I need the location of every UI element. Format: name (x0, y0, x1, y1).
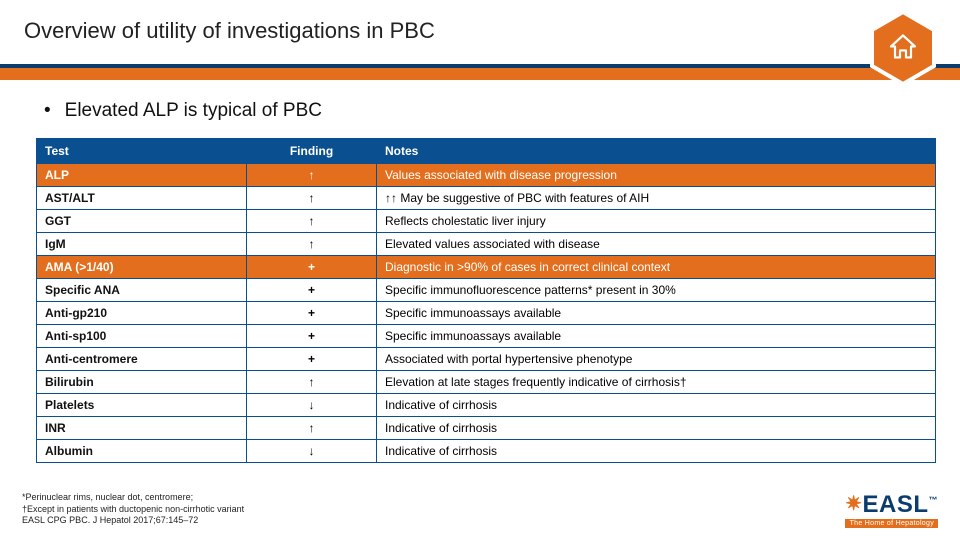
cell-notes: Values associated with disease progressi… (377, 164, 936, 187)
cell-notes: Diagnostic in >90% of cases in correct c… (377, 256, 936, 279)
cell-finding: ↑ (247, 164, 377, 187)
footnote-line: EASL CPG PBC. J Hepatol 2017;67:145–72 (22, 515, 244, 526)
investigations-table: Test Finding Notes ALP↑Values associated… (36, 138, 936, 463)
content-area: Elevated ALP is typical of PBC Test Find… (0, 80, 960, 463)
table-row: IgM↑Elevated values associated with dise… (37, 233, 936, 256)
col-header-test: Test (37, 139, 247, 164)
cell-finding: ↑ (247, 210, 377, 233)
cell-notes: Specific immunoassays available (377, 302, 936, 325)
table-row: Albumin↓Indicative of cirrhosis (37, 440, 936, 463)
table-row: Specific ANA+Specific immunofluorescence… (37, 279, 936, 302)
cell-finding: + (247, 325, 377, 348)
cell-finding: ↓ (247, 440, 377, 463)
cell-notes: Elevated values associated with disease (377, 233, 936, 256)
cell-test: GGT (37, 210, 247, 233)
cell-finding: ↑ (247, 233, 377, 256)
table-row: Anti-sp100+Specific immunoassays availab… (37, 325, 936, 348)
cell-test: AST/ALT (37, 187, 247, 210)
cell-notes: Indicative of cirrhosis (377, 417, 936, 440)
table-row: ALP↑Values associated with disease progr… (37, 164, 936, 187)
easl-logo: ✷EASL™ The Home of Hepatology (845, 491, 938, 528)
cell-test: ALP (37, 164, 247, 187)
logo-subtitle: The Home of Hepatology (845, 519, 938, 528)
cell-finding: + (247, 279, 377, 302)
cell-test: Albumin (37, 440, 247, 463)
cell-finding: ↑ (247, 187, 377, 210)
table-row: Anti-centromere+Associated with portal h… (37, 348, 936, 371)
cell-finding: + (247, 256, 377, 279)
cell-finding: + (247, 302, 377, 325)
table-row: AMA (>1/40)+Diagnostic in >90% of cases … (37, 256, 936, 279)
cell-test: Anti-gp210 (37, 302, 247, 325)
col-header-notes: Notes (377, 139, 936, 164)
logo-brand: ✷EASL™ (845, 491, 938, 519)
logo-text: EASL (862, 491, 928, 518)
cell-notes: Reflects cholestatic liver injury (377, 210, 936, 233)
table-row: Platelets↓Indicative of cirrhosis (37, 394, 936, 417)
cell-test: INR (37, 417, 247, 440)
page-title: Overview of utility of investigations in… (24, 18, 936, 44)
home-icon (888, 33, 918, 61)
bullet-text: Elevated ALP is typical of PBC (30, 100, 930, 122)
cell-test: Platelets (37, 394, 247, 417)
table-row: AST/ALT↑↑↑ May be suggestive of PBC with… (37, 187, 936, 210)
cell-finding: ↑ (247, 417, 377, 440)
table-header-row: Test Finding Notes (37, 139, 936, 164)
table-row: INR↑Indicative of cirrhosis (37, 417, 936, 440)
home-button[interactable] (868, 10, 938, 86)
cell-test: Anti-centromere (37, 348, 247, 371)
table-row: Bilirubin↑Elevation at late stages frequ… (37, 371, 936, 394)
cell-notes: Associated with portal hypertensive phen… (377, 348, 936, 371)
footnote: *Perinuclear rims, nuclear dot, centrome… (22, 492, 244, 526)
cell-test: IgM (37, 233, 247, 256)
cell-notes: Elevation at late stages frequently indi… (377, 371, 936, 394)
title-bar: Overview of utility of investigations in… (0, 0, 960, 68)
cell-notes: Specific immunofluorescence patterns* pr… (377, 279, 936, 302)
cell-notes: Indicative of cirrhosis (377, 394, 936, 417)
cell-finding: + (247, 348, 377, 371)
cell-test: Bilirubin (37, 371, 247, 394)
footnote-line: *Perinuclear rims, nuclear dot, centrome… (22, 492, 244, 503)
cell-finding: ↓ (247, 394, 377, 417)
table-row: Anti-gp210+Specific immunoassays availab… (37, 302, 936, 325)
accent-band (0, 68, 960, 80)
table-row: GGT↑Reflects cholestatic liver injury (37, 210, 936, 233)
cell-notes: ↑↑ May be suggestive of PBC with feature… (377, 187, 936, 210)
footnote-line: †Except in patients with ductopenic non-… (22, 504, 244, 515)
cell-test: Specific ANA (37, 279, 247, 302)
cell-test: Anti-sp100 (37, 325, 247, 348)
cell-test: AMA (>1/40) (37, 256, 247, 279)
cell-notes: Specific immunoassays available (377, 325, 936, 348)
star-icon: ✷ (845, 493, 862, 515)
cell-finding: ↑ (247, 371, 377, 394)
cell-notes: Indicative of cirrhosis (377, 440, 936, 463)
col-header-finding: Finding (247, 139, 377, 164)
